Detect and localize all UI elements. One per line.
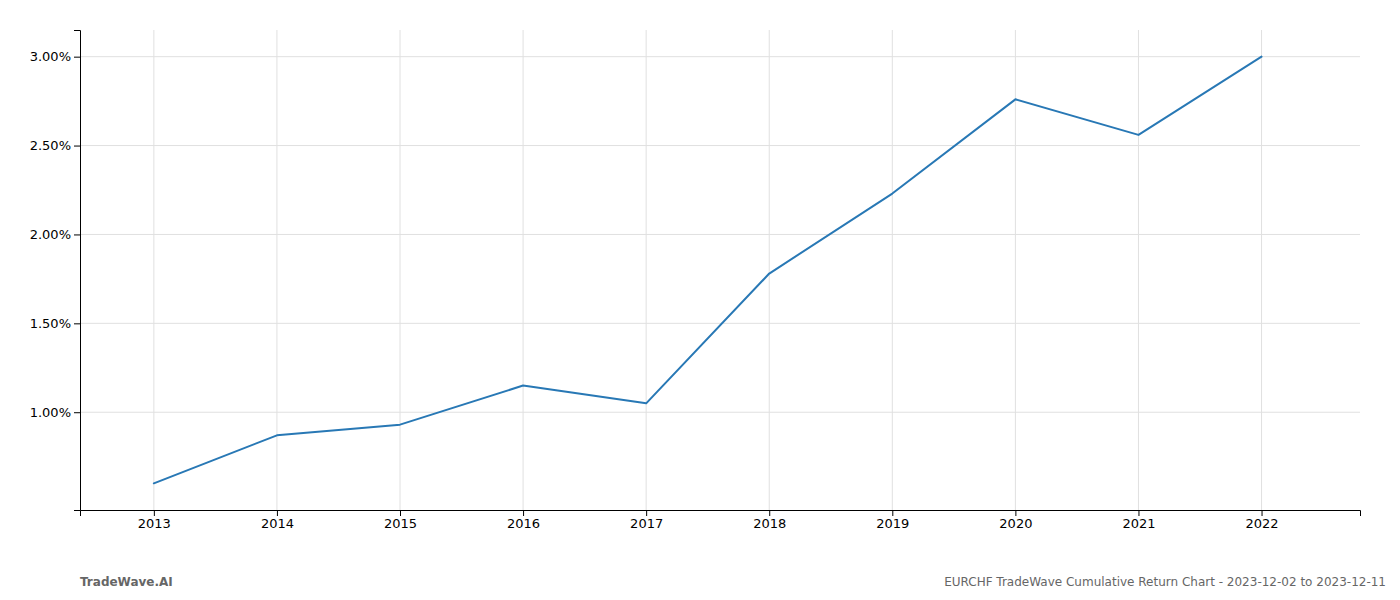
grid-line (80, 323, 1360, 324)
tick-mark (74, 146, 80, 147)
plot: 2013 2014 2015 2016 2017 2018 2019 2020 2021 2022… (30, 30, 1361, 531)
tick: 2.00% (30, 227, 80, 242)
grid-line (276, 30, 277, 510)
y-axis: 1.00% 1.50% 2.00% 2.50% 3.00% (30, 31, 81, 511)
tick-label: 2018 (753, 516, 786, 531)
tick: 2013 (138, 510, 171, 531)
chart: 2013 2014 2015 2016 2017 2018 2019 2020 2021 2022… (0, 0, 1400, 600)
tick-label: 2019 (876, 516, 909, 531)
grid-line (523, 30, 524, 510)
tick: 2020 (999, 510, 1032, 531)
tick: 3.00% (30, 49, 80, 64)
tick-mark (400, 510, 401, 516)
tick-label: 1.50% (30, 316, 71, 331)
grid-line (1015, 30, 1016, 510)
tick-label: 2021 (1122, 516, 1155, 531)
tick: 2015 (384, 510, 417, 531)
tick-mark (74, 234, 80, 235)
tick-mark (1015, 510, 1016, 516)
tick-mark (1138, 510, 1139, 516)
tick-mark (769, 510, 770, 516)
tick: 2018 (753, 510, 786, 531)
tick-mark (646, 510, 647, 516)
grid-line (1261, 30, 1262, 510)
grid (80, 30, 1360, 510)
tick-mark (277, 510, 278, 516)
tick-mark (523, 510, 524, 516)
grid-line (892, 30, 893, 510)
grid-line (80, 145, 1360, 146)
grid-line (646, 30, 647, 510)
tick: 1.50% (30, 316, 80, 331)
tick-label: 2017 (630, 516, 663, 531)
tick: 2017 (630, 510, 663, 531)
axis-line (74, 31, 81, 511)
tick-label: 1.00% (30, 405, 71, 420)
tick-mark (892, 510, 893, 516)
tick-mark (1262, 510, 1263, 516)
tick-label: 2.50% (30, 138, 71, 153)
annotation: EURCHF TradeWave Cumulative Return Chart… (944, 575, 1386, 589)
tick-label: 3.00% (30, 49, 71, 64)
annotation: TradeWave.AI (80, 575, 173, 589)
tick-label: 2020 (999, 516, 1032, 531)
tick: 2019 (876, 510, 909, 531)
tick: 2.50% (30, 138, 80, 153)
line (154, 57, 1262, 484)
grid-line (153, 30, 154, 510)
tick-mark (154, 510, 155, 516)
marks (154, 57, 1262, 484)
tick: 2016 (507, 510, 540, 531)
tick-mark (74, 57, 80, 58)
tick-label: 2022 (1245, 516, 1278, 531)
tick: 2014 (261, 510, 294, 531)
tick-mark (74, 323, 80, 324)
grid-line (1138, 30, 1139, 510)
tick-label: 2014 (261, 516, 294, 531)
grid-line (80, 412, 1360, 413)
tick-label: 2015 (384, 516, 417, 531)
tick-label: 2.00% (30, 227, 71, 242)
grid-line (769, 30, 770, 510)
tick: 2022 (1245, 510, 1278, 531)
tick-mark (74, 412, 80, 413)
axis-line (81, 511, 1361, 517)
grid-line (80, 234, 1360, 235)
x-axis: 2013 2014 2015 2016 2017 2018 2019 2020 2021 2022 (81, 510, 1361, 531)
tick: 1.00% (30, 405, 80, 420)
tick-label: 2016 (507, 516, 540, 531)
grid-line (80, 56, 1360, 57)
grid-line (400, 30, 401, 510)
tick: 2021 (1122, 510, 1155, 531)
tick-label: 2013 (138, 516, 171, 531)
